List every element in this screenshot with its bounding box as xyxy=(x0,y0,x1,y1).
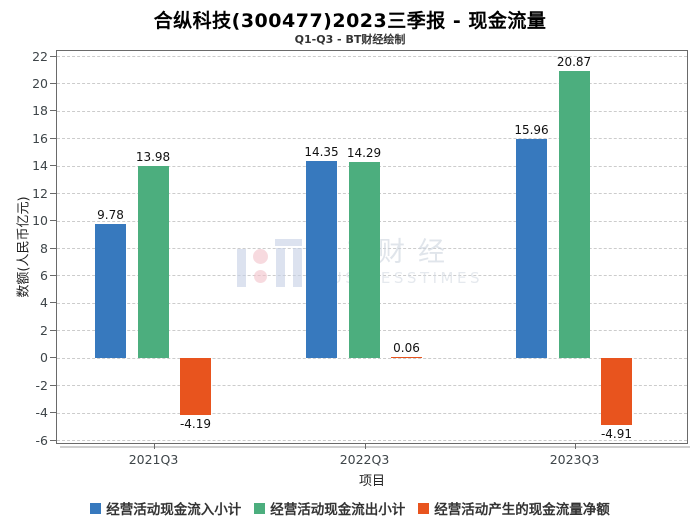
y-tick-label: 4 xyxy=(40,295,48,311)
legend-swatch-icon xyxy=(418,502,430,514)
value-label: 14.29 xyxy=(346,145,382,160)
y-tick-label: 14 xyxy=(32,158,48,174)
value-label: 14.35 xyxy=(304,144,339,159)
y-tick-mark xyxy=(50,165,56,167)
y-tick-mark xyxy=(50,439,56,441)
x-tick-label: 2022Q3 xyxy=(339,452,390,467)
bar-2021Q3-s1 xyxy=(137,165,169,358)
gridline xyxy=(57,83,687,85)
bar-2023Q3-s2 xyxy=(601,357,632,426)
y-tick-mark xyxy=(50,302,56,304)
y-tick-label: 22 xyxy=(32,48,48,64)
bar-2023Q3-s1 xyxy=(558,71,590,358)
value-label: -4.91 xyxy=(600,427,633,442)
bar-2021Q3-s2 xyxy=(180,357,211,416)
y-tick-mark xyxy=(50,110,56,112)
y-tick-mark xyxy=(50,137,56,139)
bar-2022Q3-s2 xyxy=(391,356,422,358)
value-label: 9.78 xyxy=(97,207,124,222)
chart-subtitle: Q1-Q3 - BT财经绘制 xyxy=(294,33,406,46)
y-tick-label: 10 xyxy=(32,213,48,229)
y-tick-label: -6 xyxy=(35,432,48,448)
bt-logo-icon xyxy=(237,239,305,289)
bt-logo-bar xyxy=(237,249,246,287)
gridline xyxy=(57,110,687,112)
bt-logo-bar xyxy=(293,248,302,287)
bt-logo-dot xyxy=(254,270,267,283)
legend: 经营活动现金流入小计 经营活动现金流出小计 经营活动产生的现金流量净额 xyxy=(0,498,700,518)
gridline xyxy=(57,412,687,414)
y-tick-label: 8 xyxy=(40,240,48,256)
y-tick-label: -4 xyxy=(35,405,48,421)
watermark-text: BT财经 BUSINESSTIMES xyxy=(317,239,483,287)
y-tick-label: 12 xyxy=(32,185,48,201)
bar-2022Q3-s1 xyxy=(348,161,380,358)
y-tick-mark xyxy=(50,357,56,359)
bar-2022Q3-s0 xyxy=(306,160,337,358)
x-tick-mark xyxy=(364,444,366,449)
legend-swatch-icon xyxy=(254,502,266,514)
y-tick-mark xyxy=(50,192,56,194)
legend-item: 经营活动现金流出小计 xyxy=(254,498,405,518)
y-tick-label: 20 xyxy=(32,75,48,91)
x-tick-label: 2021Q3 xyxy=(128,452,179,467)
y-tick-label: 16 xyxy=(32,130,48,146)
y-tick-label: 2 xyxy=(40,322,48,338)
gridline xyxy=(57,385,687,387)
legend-label: 经营活动现金流出小计 xyxy=(270,502,406,518)
y-tick-label: -2 xyxy=(35,377,48,393)
bar-2023Q3-s0 xyxy=(516,138,547,358)
value-label: -4.19 xyxy=(179,417,212,432)
gridline xyxy=(57,56,687,57)
x-tick-label: 2023Q3 xyxy=(549,452,600,467)
y-tick-label: 6 xyxy=(40,267,48,283)
legend-swatch-icon xyxy=(90,502,102,514)
y-tick-mark xyxy=(50,329,56,331)
x-tick-mark xyxy=(574,444,576,449)
value-label: 15.96 xyxy=(514,122,549,137)
value-label: 0.06 xyxy=(393,340,420,355)
gridline xyxy=(57,357,687,359)
bt-logo-bar xyxy=(276,248,285,287)
gridline xyxy=(57,138,687,140)
watermark-brand-sub: BUSINESSTIMES xyxy=(317,269,483,287)
watermark-brand: BT财经 xyxy=(317,237,459,268)
value-label: 20.87 xyxy=(556,55,592,70)
y-tick-label: 0 xyxy=(40,350,48,366)
legend-item: 经营活动产生的现金流量净额 xyxy=(418,498,610,518)
y-tick-mark xyxy=(50,82,56,84)
x-tick-mark xyxy=(153,444,155,449)
y-tick-mark xyxy=(50,55,56,57)
bt-logo-dot xyxy=(253,249,268,264)
y-tick-mark xyxy=(50,274,56,276)
chart-title: 合纵科技(300477)2023三季报 - 现金流量 xyxy=(153,10,547,32)
y-tick-mark xyxy=(50,384,56,386)
axis-shadow xyxy=(60,446,690,448)
value-label: 13.98 xyxy=(135,149,171,164)
legend-label: 经营活动产生的现金流量净额 xyxy=(434,502,610,518)
y-tick-mark xyxy=(50,220,56,222)
legend-label: 经营活动现金流入小计 xyxy=(106,502,242,518)
y-tick-mark xyxy=(50,247,56,249)
gridline xyxy=(57,440,687,441)
bar-2021Q3-s0 xyxy=(95,223,126,358)
bt-logo-cap xyxy=(275,239,302,246)
plot-area: BT财经 BUSINESSTIMES 9.78 13.98 -4.19 14.35 14… xyxy=(56,50,688,444)
y-tick-label: 18 xyxy=(32,103,48,119)
x-axis-title: 项目 xyxy=(358,474,385,489)
legend-item: 经营活动现金流入小计 xyxy=(90,498,241,518)
y-tick-mark xyxy=(50,412,56,414)
